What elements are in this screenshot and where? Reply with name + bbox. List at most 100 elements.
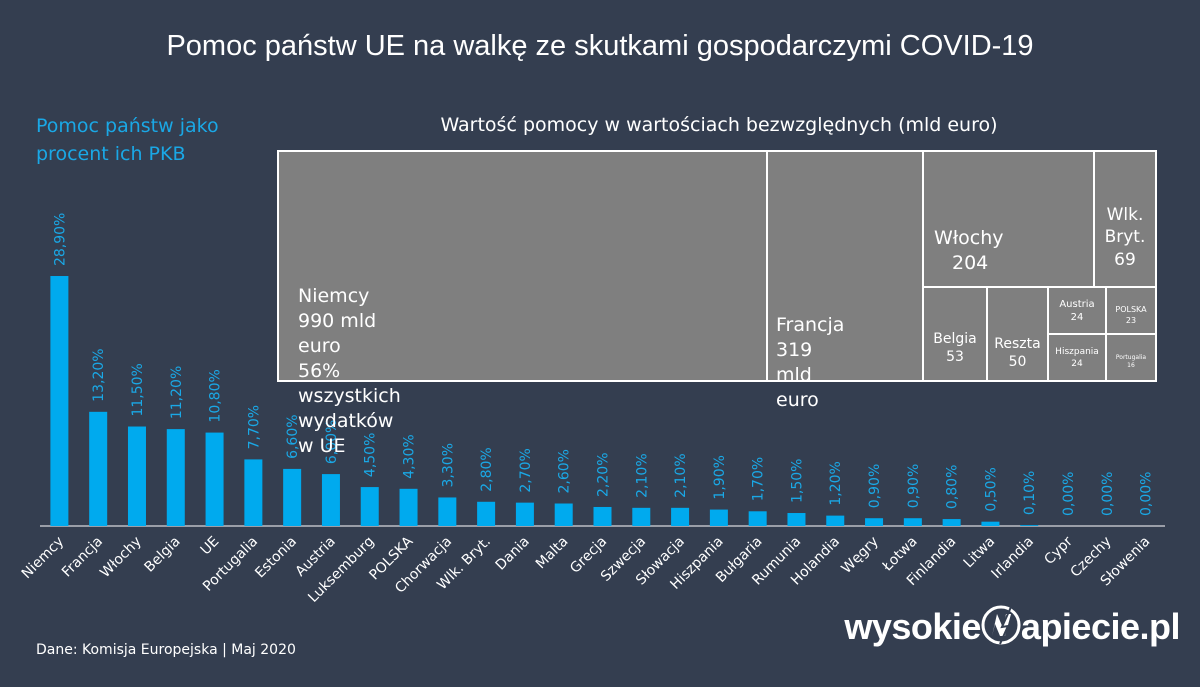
data-label-20: 1,20% [828, 461, 844, 505]
treemap-label-belgia: Belgia 53 [923, 330, 987, 367]
treemap-line: 24 [1070, 312, 1084, 324]
data-label-27: 0,00% [1100, 472, 1116, 516]
treemap-line: Niemcy [298, 285, 370, 307]
treemap-line: 204 [952, 252, 989, 275]
data-label-7: 6,00% [324, 420, 340, 464]
data-label-28: 0,00% [1139, 472, 1155, 516]
treemap-label-hiszpania: Hiszpania 24 [1048, 347, 1106, 371]
bar-22 [903, 518, 922, 526]
data-label-15: 2,10% [634, 453, 650, 497]
bar-24 [981, 521, 1000, 526]
treemap-line: 990 mld euro [298, 310, 377, 358]
bar-7 [321, 474, 340, 526]
treemap-label-portugalia: Portugalia 16 [1106, 354, 1156, 370]
bar-14 [593, 506, 612, 526]
treemap-line: 23 [1125, 315, 1137, 325]
source-note: Dane: Komisja Europejska | Maj 2020 [36, 642, 296, 658]
bar-20 [826, 515, 845, 526]
treemap-label-austria: Austria 24 [1048, 298, 1106, 324]
bar-8 [360, 487, 379, 526]
bar-13 [554, 503, 573, 526]
brand-text-part1: wysokie [844, 606, 981, 647]
data-label-19: 1,50% [789, 459, 805, 503]
data-label-9: 4,30% [402, 434, 418, 478]
treemap-line: 50 [1008, 354, 1027, 371]
bar-10 [438, 497, 457, 526]
treemap-line: POLSKA [1115, 305, 1147, 314]
treemap-title: Wartość pomocy w wartościach bezwzględny… [440, 114, 998, 136]
treemap-label-polska: POLSKA 23 [1106, 305, 1156, 326]
bar-5 [244, 459, 263, 526]
treemap-line: 69 [1114, 249, 1136, 270]
treemap-line: Wlk. [1106, 205, 1144, 225]
data-label-16: 2,10% [673, 453, 689, 497]
bar-25 [1020, 525, 1039, 526]
bar-1 [89, 411, 108, 526]
treemap-line: Hiszpania [1055, 347, 1099, 357]
treemap-line: Francja [776, 314, 845, 336]
treemap-line: Austria [1059, 299, 1095, 310]
treemap-label-niemcy: Niemcy 990 mld euro 56% wszystkich wydatkó… [298, 284, 401, 460]
data-label-11: 2,80% [479, 447, 495, 491]
treemap-tile-wlochy [922, 150, 1095, 288]
bar-0 [50, 276, 69, 526]
bar-6 [283, 468, 302, 526]
treemap-tile-austria [1047, 286, 1107, 335]
data-label-23: 0,80% [945, 465, 961, 509]
treemap-line: Włochy [934, 227, 1004, 249]
data-label-10: 3,30% [440, 443, 456, 487]
page-title: Pomoc państw UE na walkę ze skutkami gos… [166, 30, 1034, 62]
data-label-22: 0,90% [906, 464, 922, 508]
treemap-line: Bryt. [1104, 227, 1146, 248]
data-label-14: 2,20% [596, 452, 612, 496]
bar-12 [515, 502, 534, 526]
bar-4 [205, 432, 224, 526]
bar-19 [787, 513, 806, 526]
bar-15 [632, 507, 651, 526]
data-label-12: 2,70% [518, 448, 534, 492]
treemap-line: 56% wszystkich wydatków w UE [298, 360, 401, 458]
data-label-18: 1,70% [751, 457, 767, 501]
data-label-1: 13,20% [91, 348, 107, 401]
bar-23 [942, 519, 961, 526]
data-label-8: 4,50% [363, 433, 379, 477]
bar-18 [748, 511, 767, 526]
treemap-line: Belgia [933, 331, 977, 347]
treemap-label-wlochy: Włochy 204 [934, 226, 1004, 276]
bar-3 [166, 429, 185, 526]
treemap-label-francja: Francja 319 mld euro [776, 313, 844, 413]
bar-17 [709, 509, 728, 526]
gdp-share-subtitle: Pomoc państw jako procent ich PKB [36, 115, 219, 165]
data-label-6: 6,60% [285, 414, 301, 458]
data-label-3: 11,20% [169, 366, 185, 419]
treemap-line: Portugalia [1115, 354, 1147, 361]
data-label-24: 0,50% [983, 467, 999, 511]
data-label-21: 0,90% [867, 464, 883, 508]
data-label-13: 2,60% [557, 449, 573, 493]
bar-21 [865, 518, 884, 526]
lightning-n-icon [981, 605, 1021, 645]
treemap-line: 53 [946, 349, 964, 366]
treemap-tile-niemcy [277, 150, 768, 382]
data-label-0: 28,90% [52, 213, 68, 266]
brand-logo[interactable]: wysokie apiecie.pl [844, 605, 1181, 648]
bar-2 [127, 426, 146, 526]
data-label-5: 7,70% [246, 405, 262, 449]
data-label-25: 0,10% [1022, 471, 1038, 515]
data-label-2: 11,50% [130, 363, 146, 416]
data-label-26: 0,00% [1061, 472, 1077, 516]
treemap-line: 319 mld euro [776, 339, 819, 412]
treemap-label-wlk-bryt: Wlk. Bryt. 69 [1094, 204, 1156, 271]
bar-11 [477, 501, 496, 526]
data-label-17: 1,90% [712, 455, 728, 499]
treemap-label-reszta: Reszta 50 [987, 335, 1048, 372]
treemap-tile-portugalia [1105, 333, 1157, 382]
data-label-4: 10,80% [208, 369, 224, 422]
brand-text-part2: apiecie.pl [1020, 606, 1181, 647]
bar-16 [671, 507, 690, 526]
treemap-line: 16 [1127, 361, 1135, 369]
treemap-line: Reszta [994, 336, 1041, 352]
bar-9 [399, 488, 418, 526]
